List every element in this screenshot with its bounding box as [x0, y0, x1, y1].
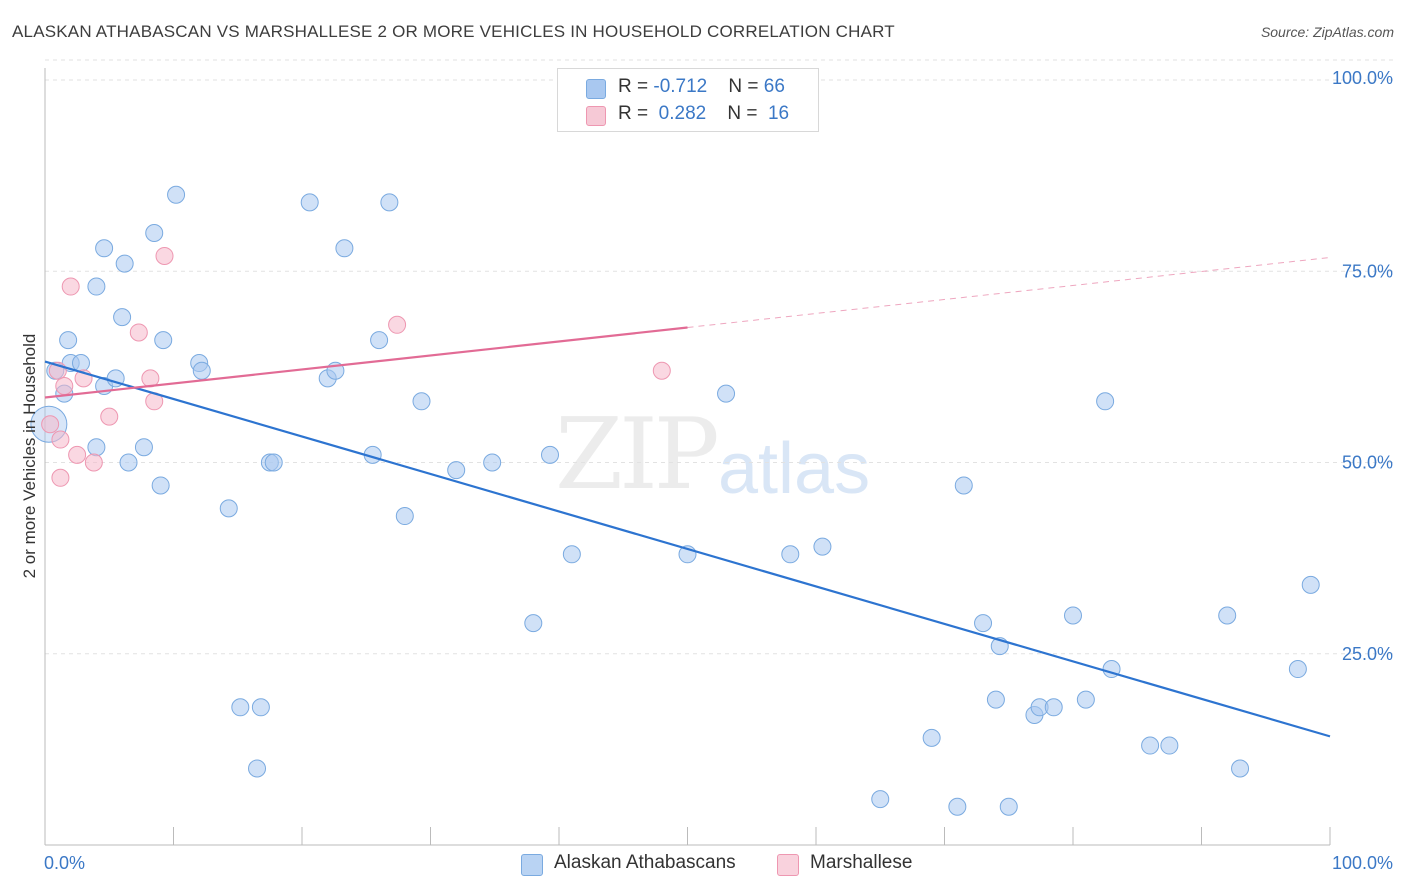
athabascan-point: [192, 361, 211, 380]
y-tick-label: 25.0%: [1342, 644, 1393, 664]
athabascan-point: [1218, 606, 1237, 625]
athabascan-point: [922, 728, 941, 747]
n-value: 66: [763, 76, 785, 97]
r-label: R =: [618, 103, 654, 124]
athabascan-point: [87, 438, 106, 457]
athabascan-point: [813, 537, 832, 556]
watermark-zip: ZIP: [555, 398, 720, 512]
athabascan-point: [447, 461, 466, 480]
n-label: N =: [728, 76, 764, 97]
legend-swatch-blue: [586, 79, 606, 99]
athabascan-point: [370, 331, 389, 350]
athabascan-point: [717, 384, 736, 403]
correlation-legend: R = -0.712 N = 66 R = 0.282 N = 16: [557, 68, 819, 132]
athabascan-point: [395, 507, 414, 526]
marshallese-point: [61, 277, 80, 296]
r-label: R =: [618, 76, 654, 97]
athabascan-point: [1141, 736, 1160, 755]
legend-swatch-pink: [586, 106, 606, 126]
athabascan-point: [71, 354, 90, 373]
athabascan-point: [167, 185, 186, 204]
athabascan-point: [562, 545, 581, 564]
athabascan-point: [231, 698, 250, 717]
marshallese-point: [41, 415, 60, 434]
athabascan-point: [248, 759, 267, 778]
legend-swatch-blue: [521, 854, 543, 876]
athabascan-point: [524, 614, 543, 633]
athabascan-point: [1076, 690, 1095, 709]
marshallese-point: [68, 445, 87, 464]
y-tick-label: 50.0%: [1342, 453, 1393, 473]
series-legend: Alaskan Athabascans Marshallese: [0, 852, 1406, 878]
athabascan-point: [151, 476, 170, 495]
watermark-atlas: atlas: [718, 429, 871, 509]
legend-row-athabascan: R = -0.712 N = 66: [558, 73, 818, 101]
athabascan-point: [871, 790, 890, 809]
marshallese-point: [51, 468, 70, 487]
athabascan-point: [1288, 660, 1307, 679]
marshallese-point: [388, 315, 407, 334]
marshallese-point: [55, 377, 74, 395]
marshallese-point: [652, 361, 671, 380]
athabascan-point: [483, 453, 502, 472]
source-label: Source: ZipAtlas.com: [1260, 24, 1394, 40]
athabascan-point: [986, 690, 1005, 709]
athabascan-point: [59, 331, 78, 350]
y-axis-label: 2 or more Vehicles in Household: [20, 333, 39, 579]
athabascan-point: [219, 499, 238, 518]
athabascan-trend-line: [44, 360, 1331, 738]
chart-title: ALASKAN ATHABASCAN VS MARSHALLESE 2 OR M…: [12, 22, 895, 41]
athabascan-point: [541, 445, 560, 464]
legend-label: Alaskan Athabascans: [554, 852, 736, 873]
athabascan-point: [335, 239, 354, 258]
y-tick-label: 100.0%: [1332, 68, 1393, 88]
marshallese-trend-extension: [687, 256, 1331, 328]
athabascan-point: [380, 193, 399, 212]
athabascan-point: [154, 331, 173, 350]
athabascan-point: [145, 224, 164, 242]
athabascan-point: [1096, 392, 1115, 411]
athabascan-point: [781, 545, 800, 564]
n-label: N =: [727, 103, 763, 124]
athabascan-point: [264, 453, 283, 472]
r-value: 0.282: [658, 103, 707, 124]
athabascan-point: [999, 797, 1018, 816]
athabascan-point: [1044, 698, 1063, 717]
athabascan-point: [251, 698, 270, 717]
athabascan-point: [412, 392, 431, 411]
x-tick-label: 100.0%: [1332, 853, 1393, 873]
marshallese-trend-line: [44, 326, 688, 399]
athabascan-point: [95, 239, 114, 258]
legend-row-marshallese: R = 0.282 N = 16: [558, 100, 818, 128]
marshallese-point: [155, 246, 174, 265]
athabascan-point: [954, 476, 973, 495]
athabascan-point: [974, 614, 993, 633]
r-value: -0.712: [653, 76, 708, 97]
x-tick-label: 0.0%: [44, 853, 85, 873]
marshallese-point: [100, 407, 119, 426]
athabascan-point: [134, 438, 153, 457]
legend-swatch-pink: [777, 854, 799, 876]
athabascan-point: [1231, 759, 1250, 778]
athabascan-point: [1301, 575, 1320, 594]
marshallese-point: [129, 323, 148, 342]
athabascan-point: [948, 797, 967, 816]
athabascan-point: [300, 193, 319, 212]
legend-label: Marshallese: [810, 852, 913, 873]
athabascan-point: [1160, 736, 1179, 755]
athabascan-point: [119, 453, 138, 472]
marshallese-point: [51, 430, 70, 449]
athabascan-point: [87, 277, 106, 296]
athabascan-point: [113, 308, 132, 327]
marshallese-point: [84, 453, 103, 472]
athabascan-point: [115, 254, 134, 273]
y-tick-label: 75.0%: [1342, 261, 1393, 281]
athabascan-point: [1064, 606, 1082, 625]
n-value: 16: [767, 103, 790, 124]
